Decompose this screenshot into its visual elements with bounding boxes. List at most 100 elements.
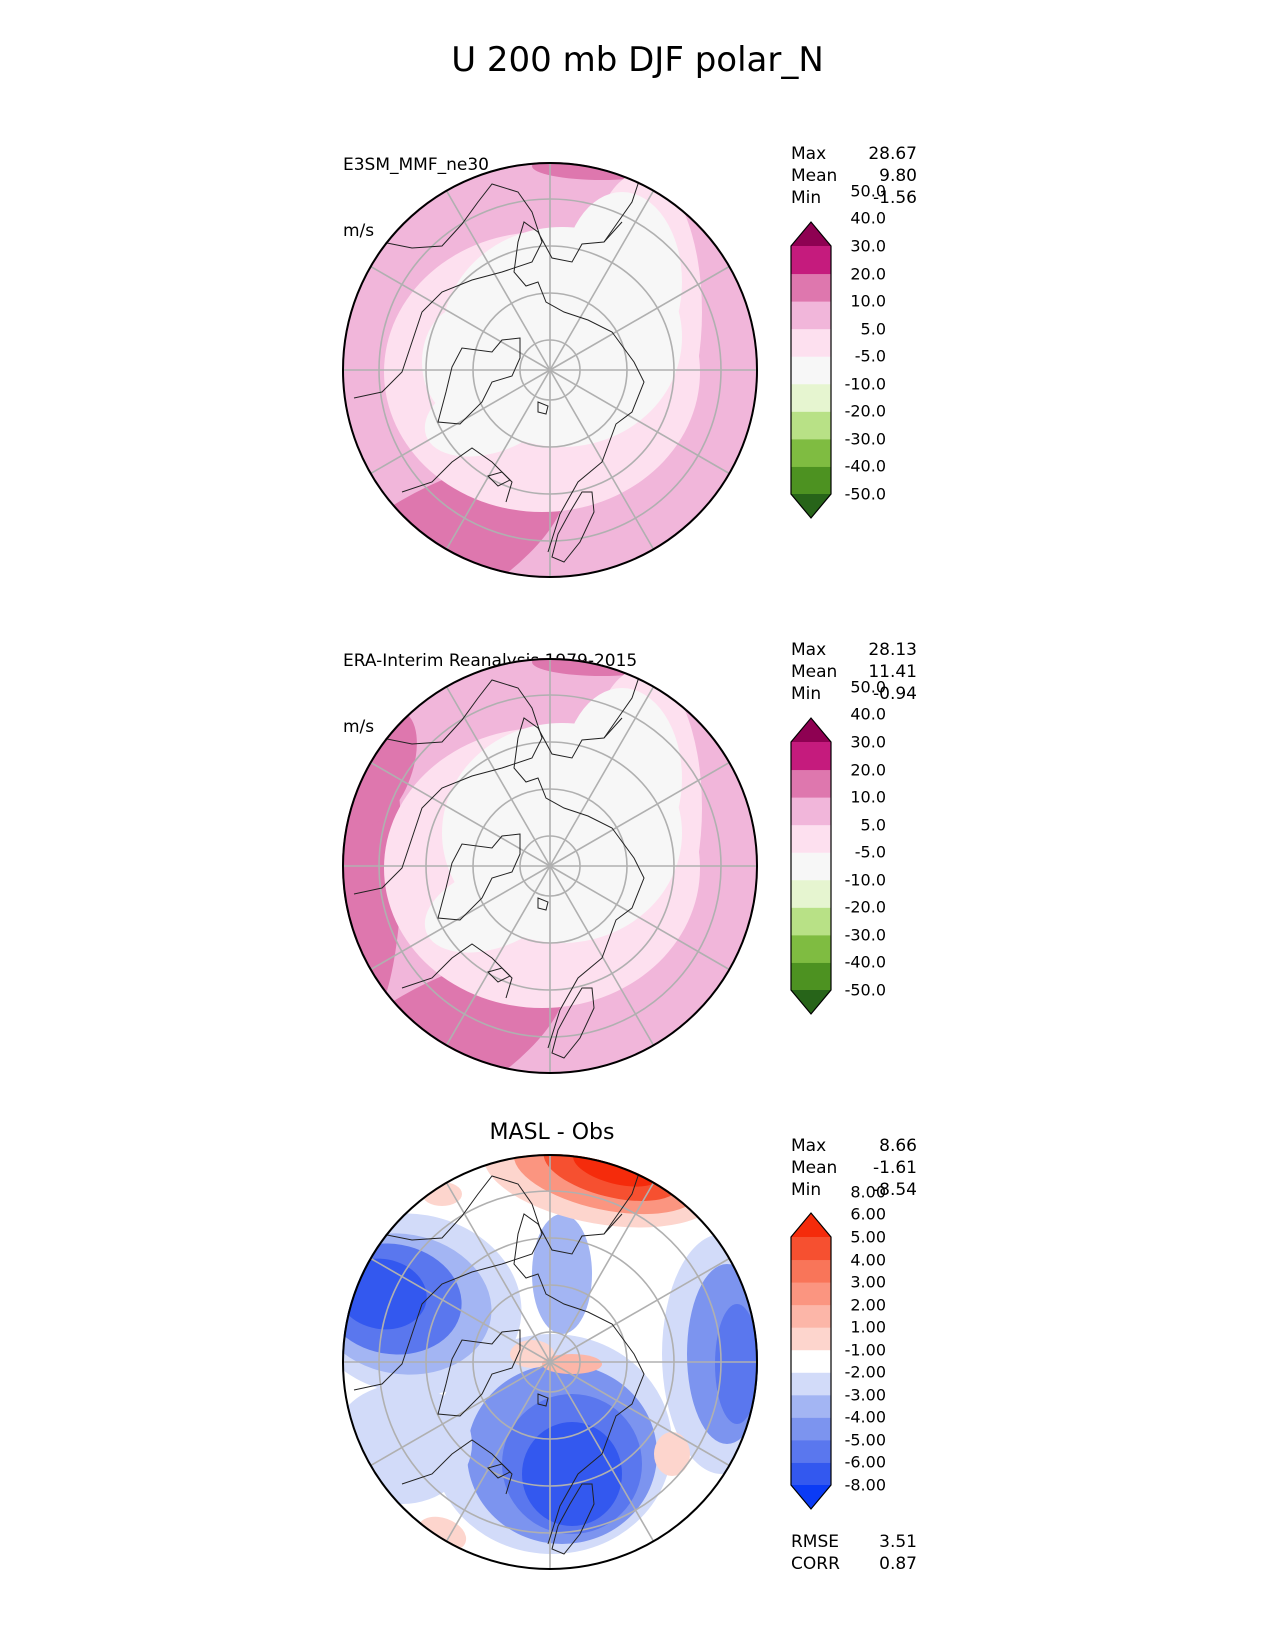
stat-value-min: -0.94 — [873, 684, 917, 704]
colorbar-swatch — [791, 383, 831, 412]
meridian-line — [445, 189, 551, 371]
coastline — [513, 1213, 645, 1545]
stat-label: Max — [791, 640, 827, 660]
stat-value-mean: 9.80 — [879, 166, 917, 186]
colorbar-swatch — [791, 962, 831, 991]
panel-2-stats: Max 28.13 Mean 11.41 Min -0.94 — [791, 639, 917, 705]
field-low-wind-core — [424, 863, 560, 953]
stat-value-max: 8.66 — [879, 1136, 917, 1156]
colorbar-outline — [790, 1212, 832, 1510]
map-field — [342, 1154, 758, 1570]
colorbar-swatch — [791, 1304, 831, 1328]
colorbar-max-extend — [791, 1213, 831, 1237]
colorbar-tick-label: -5.0 — [854, 842, 886, 862]
colorbar-tick-label: 6.00 — [850, 1204, 886, 1224]
panel-1-colorbar-ticks: -50.0 -40.0 -30.0 -20.0 -10.0 -5.0 5.0 10.0 20.0… — [830, 181, 886, 518]
meridian-line — [369, 865, 551, 971]
colorbar-swatch — [791, 301, 831, 330]
colorbar-tick-label: 5.00 — [850, 1227, 886, 1247]
coastline — [353, 183, 543, 399]
coastline — [513, 221, 645, 553]
colorbar-tick-label: 30.0 — [850, 732, 886, 752]
stat-label: Min — [791, 684, 822, 704]
coastline — [401, 1439, 513, 1495]
colorbar-tick-label: -10.0 — [844, 374, 886, 394]
colorbar-tick-label: -20.0 — [844, 897, 886, 917]
panel-1-colorbar — [790, 221, 832, 519]
panel-2-colorbar — [790, 717, 832, 1015]
coastline — [513, 717, 645, 1049]
colorbar-tick-label: 20.0 — [850, 760, 886, 780]
panel-1-stats: Max 28.67 Mean 9.80 Min -1.56 — [791, 143, 917, 209]
colorbar-swatch — [791, 466, 831, 495]
stat-value-mean: 11.41 — [868, 662, 917, 682]
colorbar-swatch — [791, 797, 831, 826]
panel-3-colorbar-ticks: -8.00 -6.00 -5.00 -4.00 -3.00 -2.00 -1.00 1.00 2… — [830, 1182, 886, 1509]
meridian-line — [549, 1361, 731, 1467]
colorbar-tick-label: 5.0 — [860, 815, 886, 835]
panel-2-label: ERA-Interim Reanalysis 1979-2015 m/s — [343, 606, 637, 760]
panel-1-dataset-name: E3SM_MMF_ne30 — [343, 155, 489, 175]
stat-label: Mean — [791, 166, 838, 186]
meridian-line — [549, 189, 655, 371]
colorbar-swatch — [791, 824, 831, 853]
colorbar-tick-label: -2.00 — [844, 1362, 886, 1382]
colorbar-tick-label: -50.0 — [844, 484, 886, 504]
stat-label: Mean — [791, 1158, 838, 1178]
colorbar-tick-label: -40.0 — [844, 952, 886, 972]
stat-value-max: 28.13 — [868, 640, 917, 660]
coastline — [487, 967, 511, 983]
coastline — [353, 679, 543, 895]
colorbar-tick-label: -6.00 — [844, 1452, 886, 1472]
panel-1-label: E3SM_MMF_ne30 m/s — [343, 110, 489, 264]
map-field — [342, 162, 758, 578]
field-negative-region — [715, 1304, 758, 1424]
colorbar-tick-label: 50.0 — [850, 677, 886, 697]
colorbar-swatch — [791, 1417, 831, 1441]
coastline — [487, 471, 511, 487]
colorbar-swatch — [791, 1394, 831, 1418]
coastline — [437, 1329, 521, 1417]
colorbar-tick-label: 10.0 — [850, 291, 886, 311]
meridian-line — [549, 369, 731, 475]
meridian-line — [549, 685, 655, 867]
metric-value-corr: 0.87 — [879, 1554, 917, 1574]
colorbar-tick-label: 40.0 — [850, 208, 886, 228]
colorbar-swatch — [791, 1282, 831, 1306]
map-boundary — [342, 162, 758, 578]
colorbar-swatch — [791, 742, 831, 771]
meridian-line — [549, 369, 655, 551]
colorbar-swatch — [791, 1237, 831, 1261]
metric-value-rmse: 3.51 — [879, 1532, 917, 1552]
field-positive-region — [510, 1340, 554, 1368]
colorbar-swatch — [791, 1439, 831, 1463]
stat-label: Max — [791, 1136, 827, 1156]
colorbar-min-extend — [791, 990, 831, 1014]
colorbar-tick-label: -10.0 — [844, 870, 886, 890]
coastline — [437, 337, 521, 425]
colorbar-tick-label: 5.0 — [860, 319, 886, 339]
stat-value-max: 28.67 — [868, 144, 917, 164]
colorbar-swatch — [791, 1372, 831, 1396]
meridian-line — [549, 761, 731, 867]
map-field — [342, 658, 758, 1074]
colorbar-tick-label: -1.00 — [844, 1340, 886, 1360]
field-positive-region — [542, 1354, 602, 1374]
colorbar-tick-label: 30.0 — [850, 236, 886, 256]
coastline — [537, 897, 549, 911]
panel-2-colorbar-ticks: -50.0 -40.0 -30.0 -20.0 -10.0 -5.0 5.0 10.0 20.0… — [830, 677, 886, 1014]
colorbar-tick-label: 10.0 — [850, 787, 886, 807]
colorbar-tick-label: -8.00 — [844, 1475, 886, 1495]
colorbar-tick-label: 40.0 — [850, 704, 886, 724]
coastline — [603, 1163, 643, 1235]
panel-3-title: MASL - Obs — [489, 1120, 615, 1145]
colorbar-tick-label: -30.0 — [844, 925, 886, 945]
colorbar-tick-label: -30.0 — [844, 429, 886, 449]
colorbar-tick-label: -5.00 — [844, 1430, 886, 1450]
metric-label: CORR — [791, 1554, 840, 1574]
colorbar-swatch — [791, 1462, 831, 1486]
panel-3-polar-map — [342, 1154, 758, 1570]
colorbar-tick-label: -20.0 — [844, 401, 886, 421]
colorbar-swatch — [791, 438, 831, 467]
field-low-wind-core — [422, 307, 502, 417]
